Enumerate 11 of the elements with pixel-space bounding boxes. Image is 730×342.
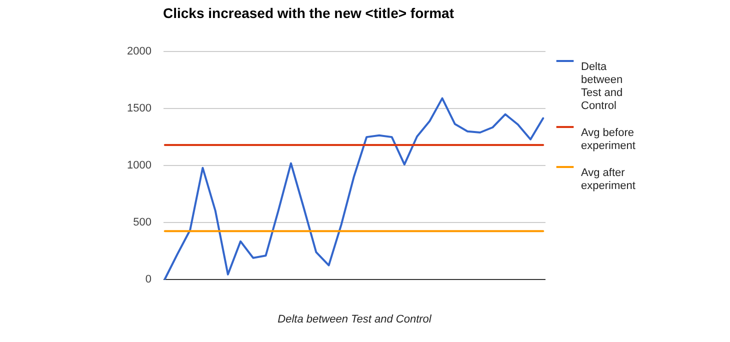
y-tick-label: 0	[145, 274, 152, 286]
y-tick-label: 2000	[127, 46, 152, 58]
legend-label: Avg before experiment	[581, 127, 636, 152]
chart-title: Clicks increased with the new <title> format	[163, 5, 454, 21]
legend-label: Avg after experiment	[581, 167, 636, 192]
y-tick-label: 1000	[127, 160, 152, 172]
y-tick-label: 1500	[127, 102, 152, 114]
line-series	[164, 97, 544, 280]
y-tick-label: 500	[133, 216, 152, 228]
x-axis-title: Delta between Test and Control	[278, 314, 432, 326]
legend-label: Delta between Test and Control	[581, 61, 623, 112]
